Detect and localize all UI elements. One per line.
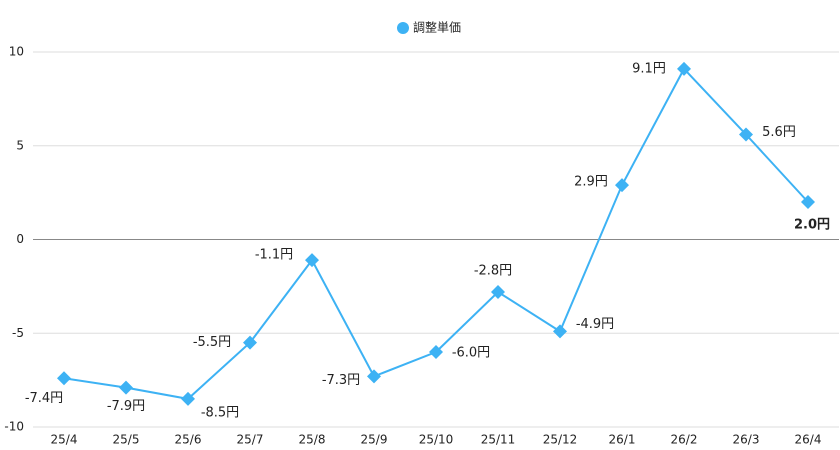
y-tick-label: 0 — [16, 232, 24, 246]
marker — [243, 335, 257, 350]
marker — [615, 178, 629, 193]
marker — [367, 369, 381, 384]
data-label: -7.4円 — [25, 391, 63, 406]
legend-label: 調整単価 — [413, 20, 461, 35]
marker — [119, 380, 133, 395]
marker — [181, 391, 195, 406]
y-tick-label: -5 — [12, 326, 24, 340]
x-tick-label: 25/11 — [481, 433, 516, 447]
data-label: -6.0円 — [452, 346, 490, 361]
marker — [491, 285, 505, 299]
data-label: -1.1円 — [255, 248, 293, 263]
x-tick-label: 25/10 — [419, 433, 454, 447]
x-tick-label: 25/7 — [237, 433, 264, 447]
x-tick-label: 25/9 — [361, 433, 388, 447]
data-label: -5.5円 — [193, 335, 231, 350]
marker — [429, 345, 443, 359]
data-label: 2.0円 — [794, 218, 830, 233]
x-tick-label: 26/1 — [609, 433, 636, 447]
y-tick-label: 10 — [9, 45, 24, 59]
x-tick-label: 26/3 — [733, 433, 760, 447]
marker — [801, 195, 815, 209]
data-label: -8.5円 — [201, 405, 239, 420]
data-label: -2.8円 — [474, 264, 512, 279]
data-label: 5.6円 — [762, 125, 796, 140]
data-label: -7.3円 — [322, 373, 360, 388]
marker — [677, 61, 691, 76]
x-tick-label: 25/5 — [113, 433, 140, 447]
marker — [305, 253, 319, 268]
marker — [739, 127, 753, 142]
x-tick-label: 25/4 — [51, 433, 78, 447]
legend-marker — [397, 22, 409, 34]
x-tick-label: 25/6 — [175, 433, 202, 447]
x-tick-label: 26/2 — [671, 433, 698, 447]
marker — [553, 324, 567, 339]
data-label: 9.1円 — [632, 61, 666, 76]
marker — [57, 371, 71, 386]
x-tick-label: 25/12 — [543, 433, 578, 447]
data-label: -7.9円 — [107, 399, 145, 414]
data-label: 2.9円 — [574, 175, 608, 190]
y-tick-label: 5 — [16, 138, 24, 152]
y-tick-label: -10 — [4, 420, 24, 434]
x-tick-label: 26/4 — [795, 433, 822, 447]
data-label: -4.9円 — [576, 317, 614, 332]
x-tick-label: 25/8 — [299, 433, 326, 447]
